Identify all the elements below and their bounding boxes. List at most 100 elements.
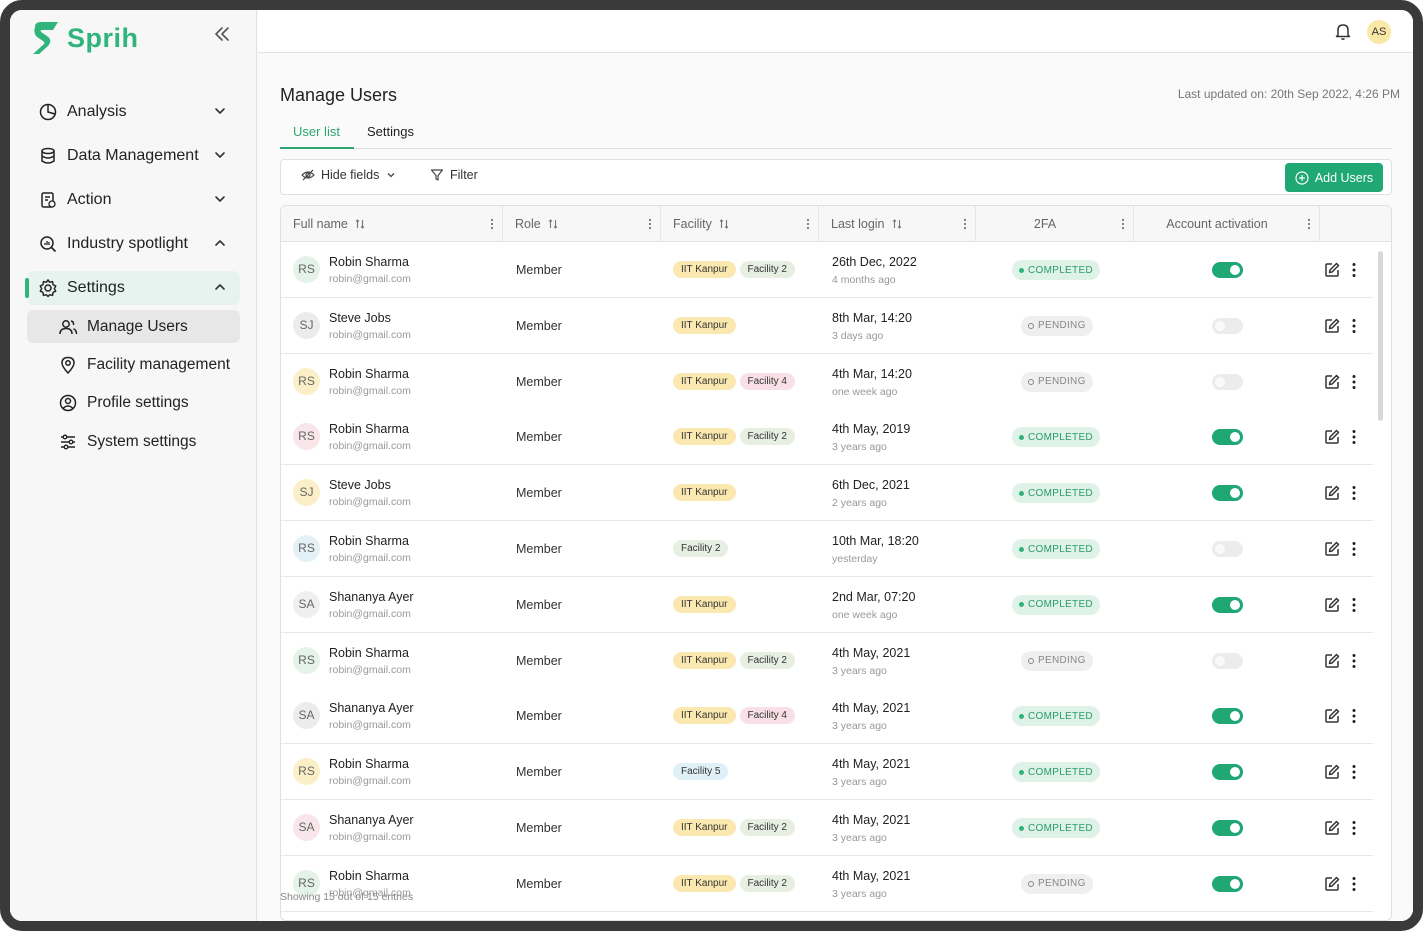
sidebar-subitem-manage-users[interactable]: Manage Users bbox=[27, 310, 240, 343]
edit-icon[interactable] bbox=[1323, 819, 1341, 837]
row-menu-icon[interactable] bbox=[1352, 374, 1356, 390]
account-activation-toggle[interactable] bbox=[1212, 708, 1243, 725]
page-title: Manage Users bbox=[280, 85, 398, 105]
column-menu-icon[interactable] bbox=[806, 218, 810, 230]
table-row[interactable]: SJ Steve Jobs robin@gmail.com Member IIT Kan… bbox=[281, 465, 1373, 522]
tab-user-list[interactable]: User list bbox=[280, 124, 354, 149]
row-menu-icon[interactable] bbox=[1352, 876, 1356, 892]
chevron-down-icon[interactable] bbox=[212, 103, 228, 119]
table-row[interactable]: RS Robin Sharma robin@gmail.com Member Facil… bbox=[281, 521, 1373, 577]
edit-icon[interactable] bbox=[1323, 317, 1341, 335]
column-menu-icon[interactable] bbox=[1121, 218, 1125, 230]
edit-icon[interactable] bbox=[1323, 875, 1341, 893]
account-activation-toggle[interactable] bbox=[1212, 429, 1243, 446]
sidebar-item-analysis[interactable]: Analysis bbox=[27, 95, 240, 129]
account-activation-toggle[interactable] bbox=[1212, 820, 1243, 836]
hide-fields-button[interactable]: Hide fields bbox=[301, 168, 397, 182]
column-header-last-login[interactable]: Last login bbox=[819, 206, 976, 242]
column-header-full-name[interactable]: Full name bbox=[281, 206, 503, 242]
sliders-icon bbox=[57, 431, 79, 453]
table-row[interactable]: SA Shananya Ayer robin@gmail.com Member IIT … bbox=[281, 576, 1373, 633]
user-role: Member bbox=[516, 597, 562, 612]
row-menu-icon[interactable] bbox=[1352, 708, 1356, 724]
sort-icon[interactable] bbox=[718, 218, 730, 230]
account-activation-toggle[interactable] bbox=[1212, 764, 1243, 781]
facility-chip: IIT Kanpur bbox=[673, 595, 736, 613]
edit-icon[interactable] bbox=[1323, 484, 1341, 502]
status-dot-icon bbox=[1028, 378, 1034, 385]
edit-icon[interactable] bbox=[1323, 652, 1341, 670]
edit-icon[interactable] bbox=[1323, 596, 1341, 614]
edit-icon[interactable] bbox=[1323, 261, 1341, 279]
collapse-sidebar-icon[interactable] bbox=[210, 24, 234, 48]
facility-chip: IIT Kanpur bbox=[673, 819, 736, 836]
column-menu-icon[interactable] bbox=[490, 218, 494, 230]
sidebar-item-data-management[interactable]: Data Management bbox=[27, 139, 240, 173]
chevron-up-icon[interactable] bbox=[212, 235, 228, 251]
sidebar-item-settings[interactable]: Settings bbox=[25, 271, 240, 305]
tab-settings[interactable]: Settings bbox=[367, 124, 414, 139]
account-activation-toggle[interactable] bbox=[1212, 875, 1243, 892]
sidebar-subitem-profile-settings[interactable]: Profile settings bbox=[27, 386, 240, 419]
sidebar-item-action[interactable]: Action bbox=[27, 183, 240, 217]
edit-icon[interactable] bbox=[1323, 763, 1341, 781]
row-menu-icon[interactable] bbox=[1352, 764, 1356, 780]
two-fa-status-label: PENDING bbox=[1038, 878, 1086, 890]
account-activation-toggle[interactable] bbox=[1212, 373, 1243, 390]
edit-icon[interactable] bbox=[1323, 707, 1341, 725]
edit-icon[interactable] bbox=[1323, 428, 1341, 446]
table-row[interactable]: SA Shananya Ayer robin@gmail.com Member IIT … bbox=[281, 688, 1373, 745]
filter-button[interactable]: Filter bbox=[430, 168, 478, 182]
column-menu-icon[interactable] bbox=[648, 218, 652, 230]
row-menu-icon[interactable] bbox=[1352, 541, 1356, 557]
account-activation-toggle[interactable] bbox=[1212, 596, 1243, 613]
brand-logo[interactable]: Sprih bbox=[31, 20, 139, 56]
chevron-up-icon[interactable] bbox=[212, 279, 228, 295]
column-header-account-activation[interactable]: Account activation bbox=[1134, 206, 1320, 242]
sort-icon[interactable] bbox=[354, 218, 366, 230]
account-activation-toggle[interactable] bbox=[1212, 652, 1243, 669]
last-login-date: 8th Mar, 14:20 bbox=[832, 310, 912, 325]
status-dot-icon bbox=[1019, 434, 1024, 440]
table-row[interactable]: SJ Steve Jobs robin@gmail.com Member IIT Kan… bbox=[281, 297, 1373, 354]
row-menu-icon[interactable] bbox=[1352, 485, 1356, 501]
row-menu-icon[interactable] bbox=[1352, 262, 1356, 278]
edit-icon[interactable] bbox=[1323, 373, 1341, 391]
notification-bell-icon[interactable] bbox=[1333, 21, 1353, 41]
row-menu-icon[interactable] bbox=[1352, 653, 1356, 669]
add-users-button[interactable]: Add Users bbox=[1285, 163, 1383, 192]
column-header-facility[interactable]: Facility bbox=[661, 206, 819, 242]
account-activation-toggle[interactable] bbox=[1212, 262, 1243, 278]
account-activation-toggle[interactable] bbox=[1212, 485, 1243, 502]
sort-icon[interactable] bbox=[891, 218, 903, 230]
table-scrollbar[interactable] bbox=[1378, 251, 1383, 421]
table-row[interactable]: RS Robin Sharma robin@gmail.com Member Facil… bbox=[281, 744, 1373, 801]
column-menu-icon[interactable] bbox=[1307, 218, 1311, 230]
sidebar-subitem-facility-management[interactable]: Facility management bbox=[27, 348, 240, 381]
account-activation-toggle[interactable] bbox=[1212, 541, 1243, 557]
row-menu-icon[interactable] bbox=[1352, 820, 1356, 836]
sidebar-subitem-label: System settings bbox=[87, 432, 197, 450]
toggle-knob bbox=[1215, 655, 1225, 666]
sidebar-item-industry-spotlight[interactable]: Industry spotlight bbox=[27, 227, 240, 261]
column-header-role[interactable]: Role bbox=[503, 206, 661, 242]
edit-icon[interactable] bbox=[1323, 540, 1341, 558]
sort-icon[interactable] bbox=[547, 218, 559, 230]
table-row[interactable]: SA Shananya Ayer robin@gmail.com Member IIT … bbox=[281, 800, 1373, 856]
row-menu-icon[interactable] bbox=[1352, 429, 1356, 445]
row-menu-icon[interactable] bbox=[1352, 318, 1356, 334]
sidebar-subitem-system-settings[interactable]: System settings bbox=[27, 425, 240, 458]
user-avatar[interactable]: AS bbox=[1367, 20, 1391, 44]
column-menu-icon[interactable] bbox=[963, 218, 967, 230]
chevron-down-icon[interactable] bbox=[212, 147, 228, 163]
account-activation-toggle[interactable] bbox=[1212, 317, 1243, 334]
chevron-down-icon[interactable] bbox=[212, 191, 228, 207]
row-menu-icon[interactable] bbox=[1352, 597, 1356, 613]
column-header-two-fa[interactable]: 2FA bbox=[976, 206, 1134, 242]
